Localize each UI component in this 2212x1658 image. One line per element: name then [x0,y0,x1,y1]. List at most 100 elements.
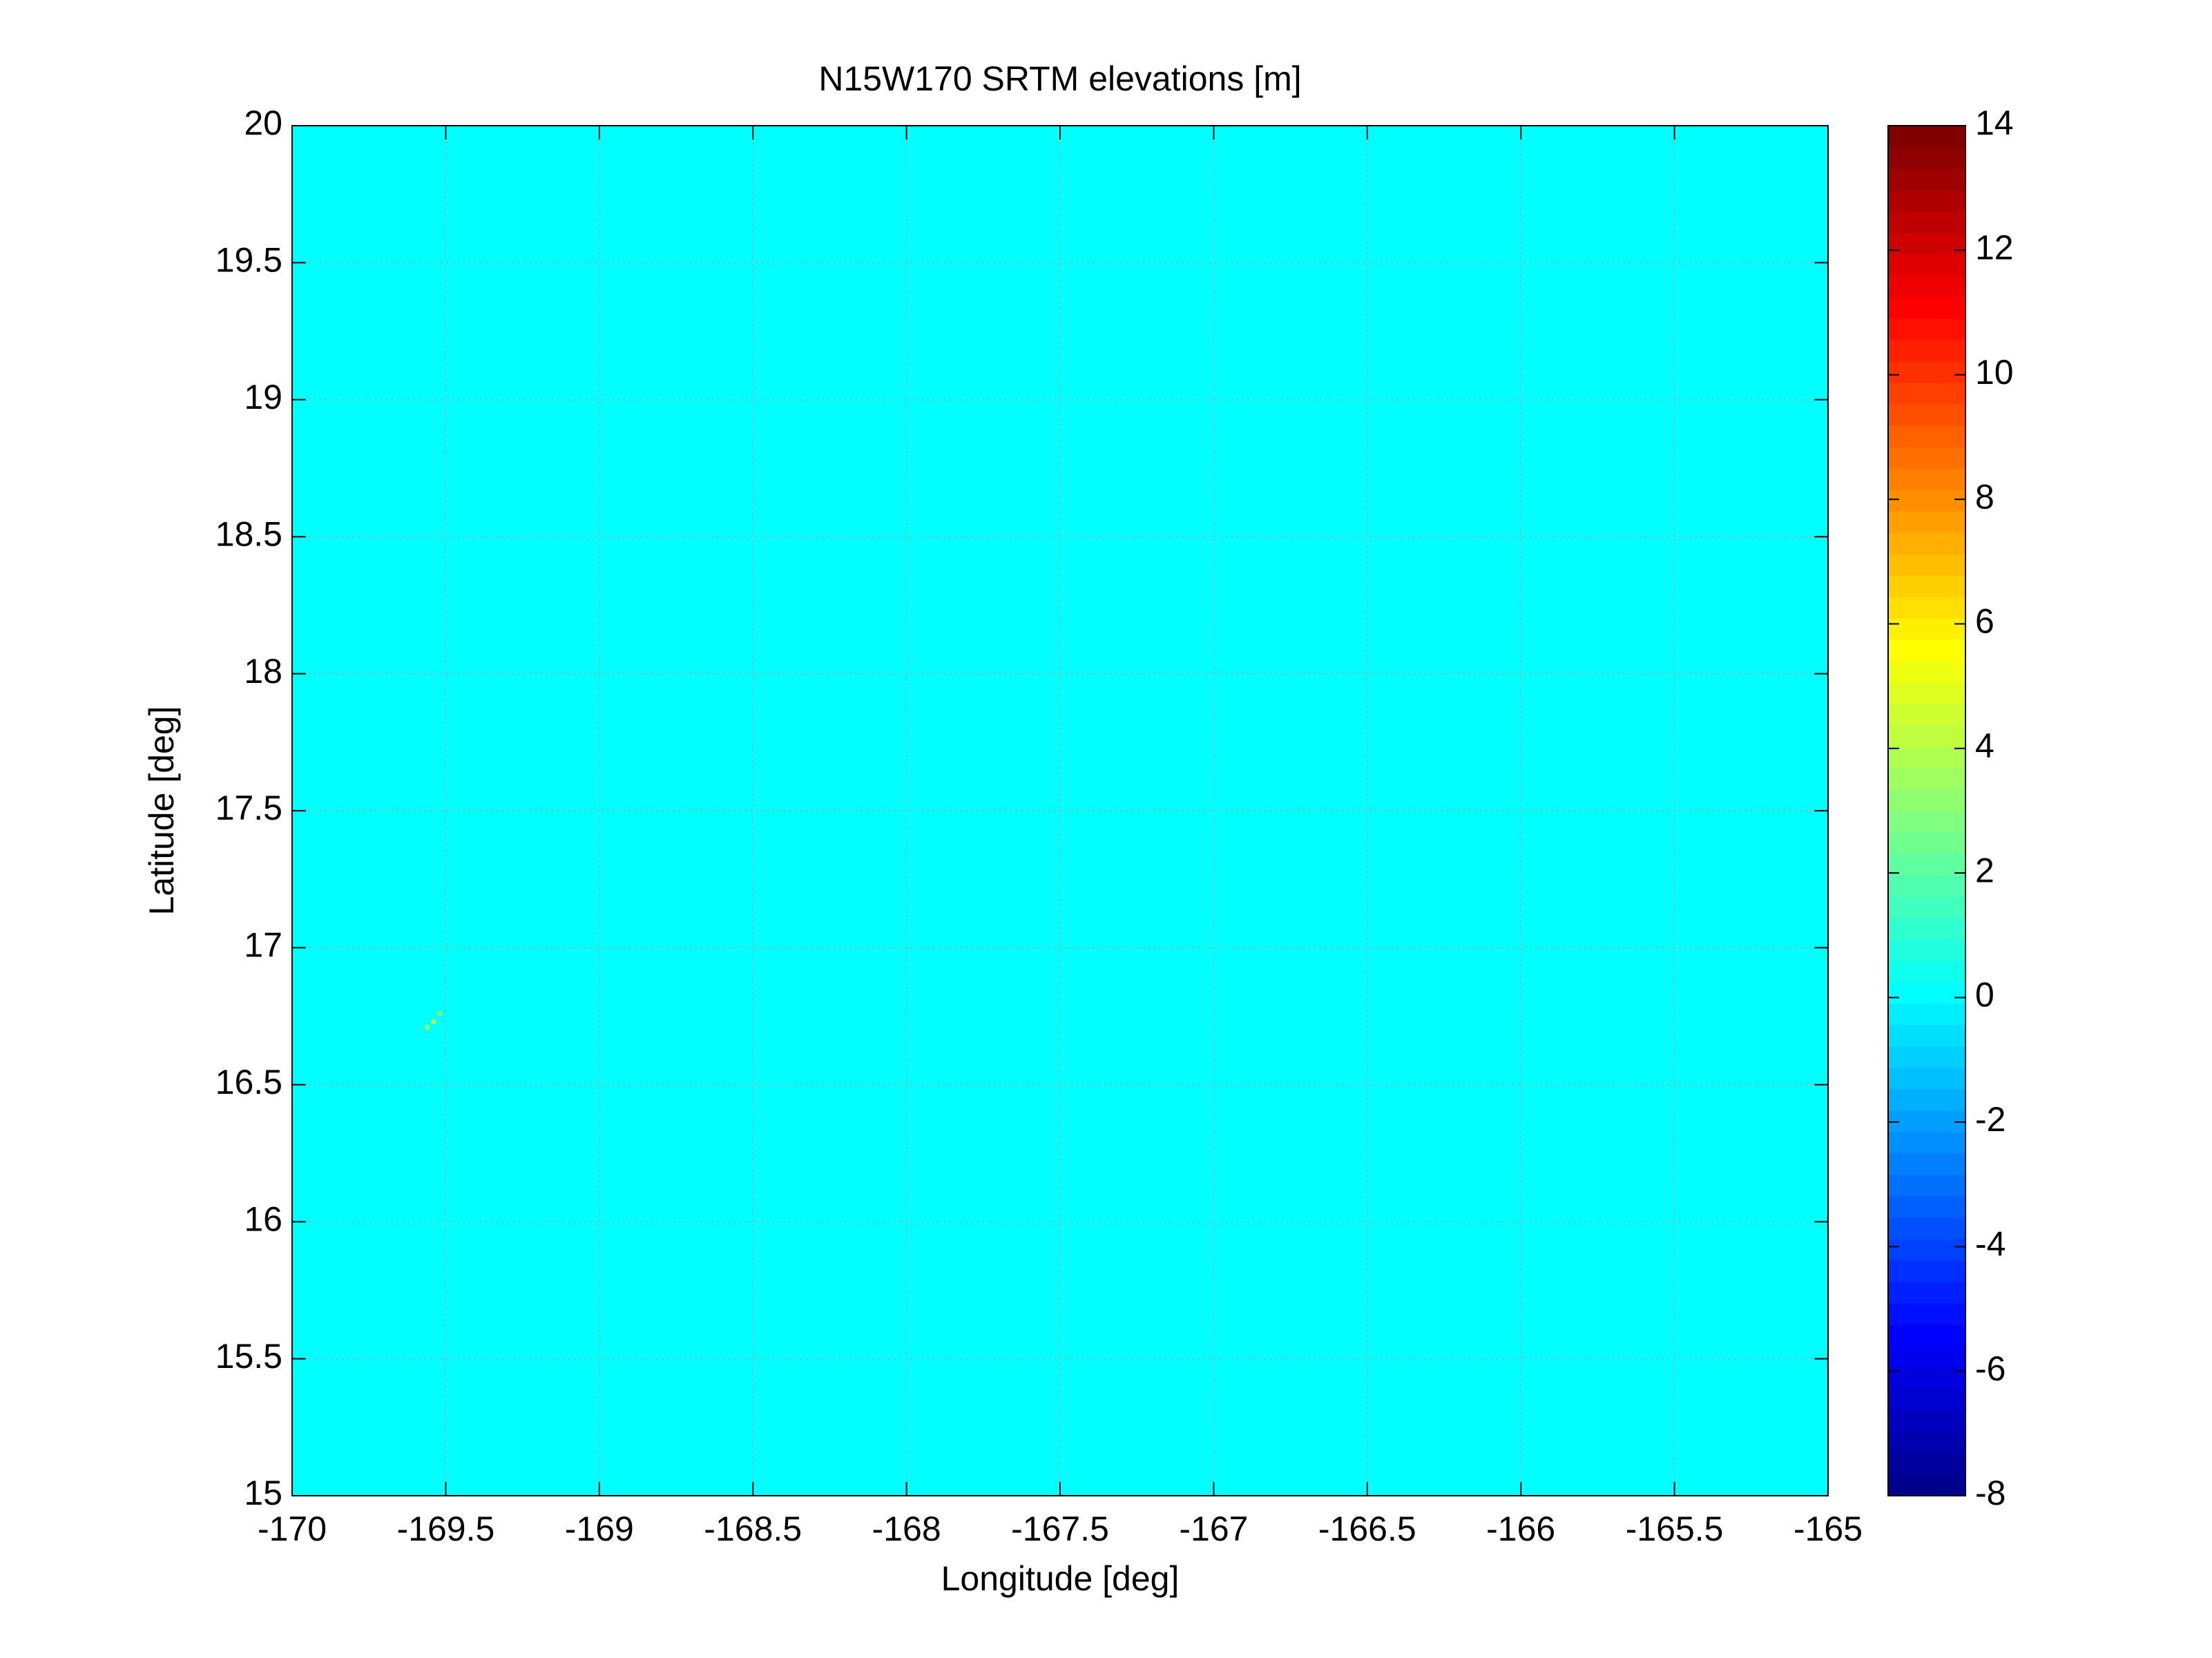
colorbar-segment [1888,725,1965,747]
colorbar-tick-label: 6 [1975,602,1994,641]
y-tick-label: 18 [244,652,282,691]
colorbar-segment [1888,1346,1965,1368]
heatmap-cell [425,1025,430,1030]
colorbar-segment [1888,297,1965,319]
colorbar-segment [1888,404,1965,426]
colorbar-frame [1887,125,1966,1496]
colorbar-segment [1888,1453,1965,1475]
colorbar-tick-label: -2 [1975,1100,2006,1139]
colorbar-segment [1888,126,1965,148]
x-tick-label: -166.5 [1318,1510,1416,1548]
colorbar-segment [1888,639,1965,662]
colorbar-tick-label: 4 [1975,726,1994,765]
colorbar-segment [1888,1132,1965,1154]
colorbar-segment [1888,854,1965,876]
x-tick-label: -165.5 [1626,1510,1724,1548]
colorbar-segment [1888,1474,1965,1496]
colorbar-segment [1888,254,1965,276]
y-tick-label: 16.5 [215,1063,282,1101]
x-tick-label: -167.5 [1011,1510,1109,1548]
chart-title: N15W170 SRTM elevations [m] [818,59,1301,98]
colorbar-segment [1888,511,1965,533]
colorbar-segment [1888,789,1965,811]
colorbar-segment [1888,1282,1965,1304]
colorbar-segment [1888,447,1965,469]
y-tick-label: 15.5 [215,1337,282,1376]
colorbar-segment [1888,575,1965,597]
colorbar-segment [1888,682,1965,704]
colorbar-segment [1888,1068,1965,1090]
colorbar-segment [1888,1324,1965,1347]
colorbar-segment [1888,1196,1965,1218]
colorbar-segment [1888,1410,1965,1432]
colorbar-segment [1888,1153,1965,1175]
colorbar-segment [1888,918,1965,940]
colorbar-segment [1888,1089,1965,1111]
y-tick-label: 19 [244,378,282,416]
y-tick-label: 19.5 [215,241,282,280]
colorbar-tick-label: 10 [1975,353,2014,392]
colorbar-segment [1888,361,1965,383]
colorbar-tick-label: -6 [1975,1349,2006,1388]
colorbar-segment [1888,1367,1965,1389]
colorbar-segment [1888,425,1965,447]
colorbar-segment [1888,468,1965,490]
colorbar-segment [1888,1025,1965,1047]
y-tick-label: 17 [244,926,282,965]
colorbar-segment [1888,1239,1965,1261]
colorbar-segment [1888,1003,1965,1025]
colorbar-segment [1888,1303,1965,1325]
colorbar-segment [1888,147,1965,169]
x-tick-label: -169 [565,1510,634,1548]
y-tick-label: 16 [244,1199,282,1238]
y-tick-label: 17.5 [215,789,282,827]
colorbar-segment [1888,233,1965,255]
heatmap-cell [437,1011,442,1016]
colorbar-segment [1888,896,1965,918]
colorbar-segment [1888,1260,1965,1282]
y-tick-label: 18.5 [215,514,282,553]
colorbar-segment [1888,618,1965,640]
colorbar-segment [1888,168,1965,191]
colorbar-segment [1888,532,1965,555]
colorbar-segment [1888,832,1965,854]
y-tick-label: 20 [244,104,282,142]
x-tick-label: -168 [872,1510,941,1548]
colorbar-segment [1888,1046,1965,1068]
colorbar-segment [1888,1389,1965,1411]
colorbar-segment [1888,597,1965,619]
colorbar-segment [1888,746,1965,769]
colorbar-segment [1888,939,1965,961]
colorbar-tick-label: -4 [1975,1224,2006,1263]
colorbar-segment [1888,961,1965,983]
x-tick-label: -167 [1179,1510,1248,1548]
colorbar-tick-label: 8 [1975,477,1994,516]
y-axis-label: Latitude [deg] [142,706,181,915]
x-tick-label: -166 [1486,1510,1555,1548]
x-tick-label: -169.5 [397,1510,495,1548]
colorbar-segment [1888,768,1965,790]
x-tick-label: -165 [1793,1510,1863,1548]
x-tick-label: -170 [258,1510,327,1548]
colorbar-segment [1888,554,1965,576]
x-axis-label: Longitude [deg] [941,1559,1180,1598]
colorbar-tick-label: -8 [1975,1474,2006,1512]
colorbar-tick-label: 14 [1975,104,2014,142]
colorbar-segment [1888,1432,1965,1454]
colorbar-segment [1888,318,1965,340]
heatmap-cell [431,1019,436,1024]
colorbar-segment [1888,1110,1965,1132]
colorbar-tick-label: 0 [1975,976,1994,1014]
colorbar-segment [1888,190,1965,212]
colorbar-segment [1888,276,1965,298]
plot-frame [291,125,1829,1496]
colorbar-segment [1888,704,1965,726]
colorbar-segment [1888,661,1965,683]
colorbar-segment [1888,982,1965,1004]
x-tick-label: -168.5 [704,1510,802,1548]
colorbar-segment [1888,1175,1965,1197]
colorbar-segment [1888,1217,1965,1240]
colorbar-segment [1888,383,1965,405]
colorbar-tick-label: 2 [1975,851,1994,889]
